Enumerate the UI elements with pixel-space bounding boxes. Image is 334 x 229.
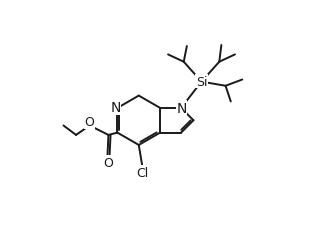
- Text: Cl: Cl: [137, 166, 149, 179]
- Text: N: N: [176, 101, 187, 115]
- Text: O: O: [84, 116, 94, 129]
- Text: O: O: [104, 156, 113, 169]
- Text: Si: Si: [196, 75, 207, 88]
- Text: N: N: [110, 101, 121, 114]
